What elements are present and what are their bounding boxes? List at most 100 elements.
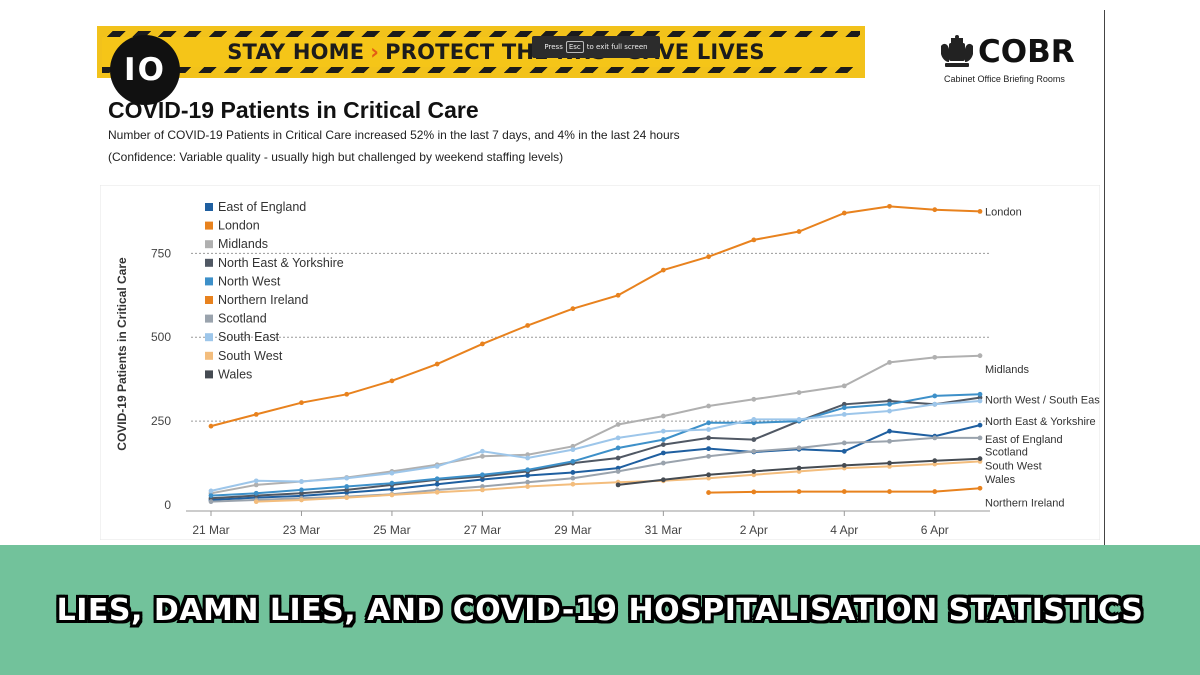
- x-tick-label: 31 Mar: [645, 523, 682, 537]
- data-point-east-of-england: [389, 486, 395, 492]
- data-point-scotland: [570, 475, 576, 481]
- legend-swatch: [205, 296, 213, 304]
- data-point-wales: [841, 463, 847, 468]
- data-point-east-of-england: [977, 422, 983, 428]
- data-point-midlands: [480, 453, 485, 459]
- data-point-london: [253, 412, 259, 417]
- series-end-label: Midlands: [985, 364, 1030, 376]
- data-point-scotland: [796, 445, 802, 451]
- data-point-north-east-yorkshire: [887, 398, 892, 404]
- data-point-wales: [615, 482, 621, 488]
- legend-entry: North West: [218, 274, 281, 288]
- data-point-northern-ireland: [706, 490, 711, 495]
- cobr-wordmark: COBR: [978, 34, 1075, 70]
- data-point-north-west: [841, 405, 847, 411]
- data-point-northern-ireland: [841, 489, 847, 494]
- data-point-scotland: [480, 484, 485, 489]
- data-point-north-west: [299, 487, 304, 493]
- data-point-northern-ireland: [932, 489, 938, 494]
- series-end-label: Northern Ireland: [985, 497, 1065, 509]
- data-point-scotland: [660, 460, 666, 466]
- data-point-london: [796, 229, 802, 234]
- banner-text: STAY HOME›PROTECT THE NHS›SAVE LIVES: [197, 40, 765, 64]
- y-tick-label: 0: [164, 498, 171, 512]
- data-point-north-east-yorkshire: [841, 401, 847, 407]
- data-point-south-east: [389, 470, 395, 476]
- data-point-east-of-england: [706, 446, 711, 452]
- data-point-south-east: [208, 488, 214, 494]
- data-point-north-west: [706, 420, 711, 426]
- data-point-wales: [706, 472, 711, 478]
- data-point-london: [660, 267, 666, 273]
- series-line-london: [210, 205, 981, 428]
- banner-stay-home: STAY HOME: [227, 40, 365, 64]
- data-point-scotland: [841, 440, 847, 446]
- chart-title: COVID-19 Patients in Critical Care: [108, 97, 479, 123]
- data-point-south-west: [389, 492, 395, 498]
- series-end-label: London: [985, 206, 1022, 218]
- data-point-london: [208, 423, 214, 429]
- data-point-london: [570, 306, 576, 312]
- legend-swatch: [205, 333, 213, 342]
- series-end-label: North West / South East: [985, 394, 1100, 406]
- legend-swatch: [205, 351, 213, 360]
- data-point-london: [751, 237, 757, 243]
- data-point-london: [434, 361, 440, 367]
- slide-edge-divider: [1104, 10, 1105, 545]
- data-point-south-east: [344, 475, 350, 481]
- data-point-north-west: [660, 437, 666, 442]
- data-point-south-east: [932, 401, 938, 407]
- legend-entry: North East & Yorkshire: [218, 256, 344, 270]
- series-line-scotland: [210, 436, 980, 503]
- series-line-north-west: [210, 393, 981, 497]
- data-point-london: [977, 208, 983, 214]
- data-point-north-west: [570, 458, 576, 464]
- critical-care-line-chart: 0 250 500 750 COVID-19 Patients in Critical …: [100, 185, 1100, 540]
- data-point-midlands: [525, 452, 531, 458]
- data-point-london: [525, 323, 531, 328]
- data-point-north-west: [434, 476, 440, 482]
- data-point-north-east-yorkshire: [299, 490, 304, 496]
- data-point-south-east: [660, 428, 666, 434]
- x-tick-label: 21 Mar: [192, 523, 229, 537]
- data-point-midlands: [796, 390, 802, 395]
- data-point-south-west: [299, 497, 304, 503]
- data-point-south-east: [706, 427, 711, 432]
- series-end-label: Scotland: [985, 446, 1028, 458]
- data-point-scotland: [887, 438, 892, 444]
- data-point-south-west: [344, 495, 350, 501]
- data-point-northern-ireland: [796, 489, 802, 494]
- data-point-midlands: [615, 422, 621, 427]
- legend-swatch: [205, 221, 213, 230]
- data-point-midlands: [751, 396, 757, 402]
- channel-logo: IO: [110, 35, 180, 105]
- data-point-south-east: [299, 479, 304, 484]
- data-point-north-west: [615, 445, 621, 451]
- data-point-northern-ireland: [751, 489, 757, 495]
- data-point-north-east-yorkshire: [977, 395, 983, 401]
- x-tick-label: 4 Apr: [830, 523, 858, 537]
- royal-crest-icon: [941, 35, 973, 67]
- data-point-scotland: [615, 469, 621, 474]
- data-point-south-east: [253, 478, 259, 484]
- data-point-south-east: [480, 448, 485, 454]
- series-end-label: South West: [985, 460, 1042, 472]
- data-point-london: [841, 210, 847, 216]
- data-point-south-west: [706, 475, 711, 481]
- data-point-north-east-yorkshire: [706, 435, 711, 441]
- data-point-east-of-england: [841, 448, 847, 454]
- data-point-south-east: [615, 435, 621, 441]
- data-point-east-of-england: [434, 481, 440, 487]
- data-point-south-west: [570, 481, 576, 487]
- data-point-wales: [887, 460, 892, 466]
- y-axis-title: COVID-19 Patients in Critical Care: [115, 257, 129, 451]
- data-point-south-west: [434, 489, 440, 495]
- esc-key: Esc: [565, 41, 584, 53]
- legend-entry: Northern Ireland: [218, 293, 308, 307]
- data-point-south-west: [253, 499, 259, 505]
- legend-swatch: [205, 277, 213, 286]
- headline-band: LIES, DAMN LIES, AND COVID-19 HOSPITALIS…: [0, 545, 1200, 675]
- legend-entry: South West: [218, 349, 283, 363]
- data-point-north-west: [932, 393, 938, 399]
- banner-chevron: ›: [370, 40, 380, 64]
